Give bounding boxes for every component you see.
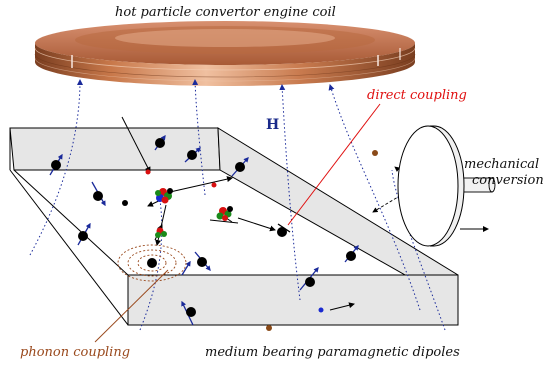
- dipole: [277, 223, 291, 237]
- medium-slab: [9, 127, 459, 326]
- small-particles: [122, 150, 378, 331]
- direct-coupling-label: direct coupling: [367, 88, 467, 103]
- dipole: [181, 260, 191, 276]
- dipole: [77, 222, 91, 246]
- dipole: [194, 251, 211, 271]
- dipole: [49, 153, 63, 176]
- medium-label: medium bearing paramagnetic dipoles: [205, 345, 460, 360]
- dipole: [231, 157, 249, 177]
- direct-coupling-line: [287, 103, 381, 226]
- dipole: [91, 181, 106, 207]
- phonon-rings: [117, 244, 187, 282]
- dipole: [184, 147, 201, 163]
- phonon-coupling-label: phonon coupling: [20, 345, 131, 360]
- dipole: [299, 266, 319, 291]
- mechanical-arrows: [372, 166, 419, 213]
- conversion-label: conversion: [472, 173, 544, 188]
- hot-particle-cluster: [155, 188, 173, 204]
- hot-particle-cluster: [155, 227, 167, 238]
- rotor-disc-icon: [397, 125, 496, 247]
- dipoles: [49, 134, 359, 326]
- dipole: [344, 244, 359, 263]
- coil-label: hot particle convertor engine coil: [115, 5, 336, 20]
- mechanical-label: mechanical: [464, 157, 540, 172]
- copper-coil-icon: [34, 21, 416, 86]
- hot-particle-cluster: [216, 206, 233, 221]
- dipole: [181, 300, 196, 326]
- phonon-coupling-line: [94, 269, 169, 343]
- dipole: [147, 258, 157, 268]
- field-label: H: [266, 117, 280, 133]
- dipole: [154, 134, 166, 151]
